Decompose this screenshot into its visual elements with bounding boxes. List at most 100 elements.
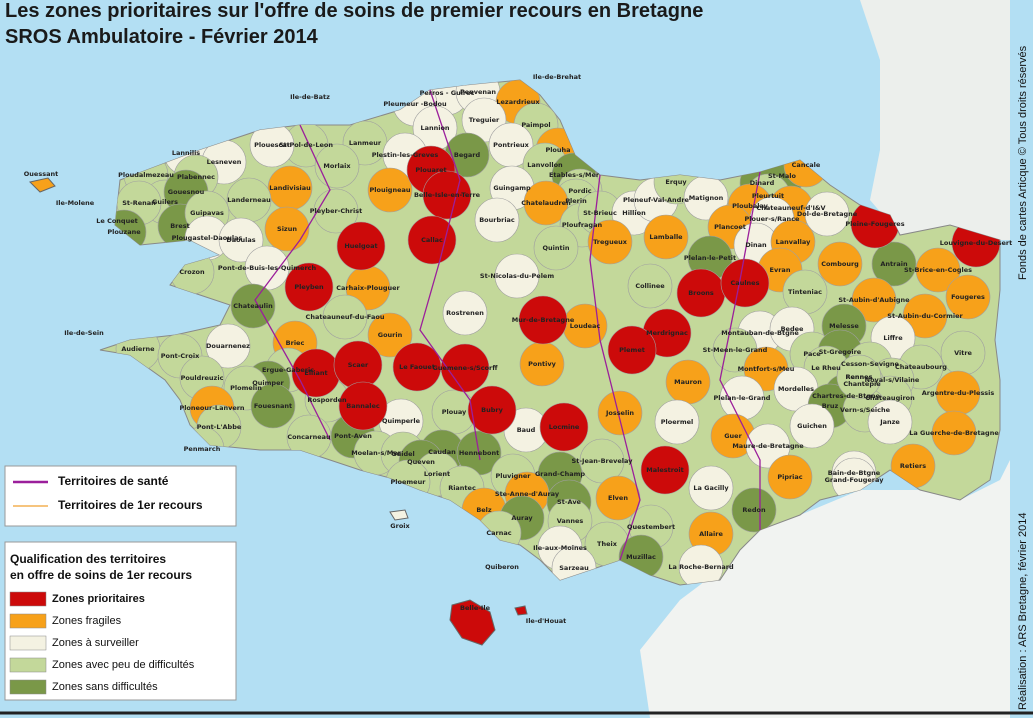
- legend-label: Zones prioritaires: [52, 593, 145, 605]
- place-label: Ergue-Gaberic: [262, 366, 314, 374]
- zone-patch: [338, 381, 388, 431]
- place-label: Plouer-s/Rance: [745, 215, 801, 223]
- place-label: Ile-de-Batz: [290, 93, 330, 101]
- place-label: Plomelin: [230, 384, 262, 392]
- place-label: Ploermel: [661, 418, 693, 426]
- place-label: Carhaix-Plouguer: [336, 284, 400, 292]
- place-label: Cancale: [792, 161, 821, 169]
- place-label: Pleine-Fougeres: [845, 220, 904, 228]
- zone-patch: [745, 423, 791, 469]
- place-label: Rennes: [846, 373, 873, 381]
- zone-patch: [931, 410, 977, 456]
- credit: Réalisation : ARS Bretagne, février 2014: [1017, 512, 1029, 710]
- zone-patch: [442, 290, 488, 336]
- zone-patch: [627, 263, 673, 309]
- place-label: Lanvallay: [776, 238, 811, 246]
- place-label: St-Brice-en-Cogles: [904, 266, 972, 274]
- place-label: St-Renan: [122, 199, 156, 207]
- place-label: Combourg: [821, 260, 859, 268]
- legend-swatch: [9, 679, 47, 695]
- zone-patch: [789, 403, 835, 449]
- place-label: Le Rheu: [811, 364, 841, 372]
- place-label: Riantec: [448, 484, 476, 492]
- place-label: Mur-de-Bretagne: [512, 316, 575, 324]
- place-label: Lannion: [420, 124, 449, 132]
- place-label: Paimpol: [521, 121, 550, 129]
- zone-patch: [494, 253, 540, 299]
- place-label: Perros - Guirec: [420, 89, 475, 97]
- place-label: Plestin-les-Greves: [372, 151, 439, 159]
- place-label: Chateauneuf-d'I&V: [756, 204, 825, 212]
- legend-swatch: [9, 657, 47, 673]
- place-label: Plerin: [565, 197, 587, 205]
- place-label: Caulnes: [731, 279, 760, 287]
- place-label: Quimper: [252, 379, 284, 387]
- place-label: St-Brieuc: [583, 209, 617, 217]
- place-label: Scaer: [348, 361, 369, 369]
- zone-patch: [867, 399, 913, 445]
- place-label: Pontivy: [528, 360, 556, 368]
- place-label: Chateaubourg: [895, 363, 947, 371]
- legend-label: Territoires de 1er recours: [58, 498, 203, 512]
- place-label: Groix: [390, 522, 410, 530]
- place-label: Sizun: [277, 225, 297, 233]
- place-label: Malestroit: [646, 466, 683, 474]
- zone-patch: [314, 143, 360, 189]
- place-label: Daoulas: [226, 236, 255, 244]
- place-label: Elliant: [304, 369, 327, 377]
- place-label: Pipriac: [777, 473, 802, 481]
- place-label: Huelgoat: [344, 242, 377, 250]
- neighbour-land: [640, 460, 1010, 718]
- place-label: Bain-de-Btgne: [828, 469, 881, 477]
- zone-patch: [284, 262, 334, 312]
- place-label: Ile-aux-Moines: [533, 544, 587, 552]
- place-label: Ile-de-Sein: [64, 329, 104, 337]
- legend-box: [4, 465, 237, 527]
- place-label: Ploneour-Lanvern: [179, 404, 244, 412]
- place-label: Argentre-du-Plessis: [922, 389, 995, 397]
- place-label: Guer: [724, 432, 742, 440]
- place-label: Rosporden: [307, 396, 347, 404]
- place-label: Crozon: [179, 268, 205, 276]
- place-label: Plouaret: [415, 166, 446, 174]
- place-label: Lezardrieux: [496, 98, 540, 106]
- place-label: Tinteniac: [788, 288, 822, 296]
- place-label: La Gacilly: [693, 484, 729, 492]
- legend-swatch: [9, 613, 47, 629]
- zone-patch: [250, 383, 296, 429]
- place-label: Guemene-s/Scorff: [433, 364, 499, 372]
- place-label: Liffre: [883, 334, 903, 342]
- place-label: Quiberon: [485, 563, 519, 571]
- zone-patch: [367, 312, 413, 358]
- place-label: Lorient: [424, 470, 450, 478]
- place-label: Maure-de-Bretagne: [732, 442, 804, 450]
- place-label: Antrain: [880, 260, 908, 268]
- place-label: Lamballe: [649, 233, 683, 241]
- place-label: Concarneau: [287, 433, 331, 441]
- title: Les zones prioritaires sur l'offre de so…: [5, 0, 703, 22]
- place-label: Dinard: [750, 179, 775, 187]
- zone-patch: [597, 390, 643, 436]
- place-label: Plouha: [545, 146, 570, 154]
- place-label: Chantepie: [843, 380, 881, 388]
- place-label: St-Ave: [557, 498, 582, 506]
- place-label: Auray: [511, 514, 533, 522]
- place-label: Pleneuf-Val-Andre: [623, 196, 690, 204]
- place-label: Plelan-le-Petit: [684, 254, 736, 262]
- zone-patch: [871, 241, 917, 287]
- place-label: Douarnenez: [206, 342, 250, 350]
- place-label: Louvigne-du-Desert: [940, 239, 1012, 247]
- place-label: Janze: [879, 418, 900, 426]
- place-label: Locmine: [549, 423, 580, 431]
- place-label: St-Malo: [768, 172, 797, 180]
- legend-label: Territoires de santé: [58, 474, 169, 488]
- zone-patch: [640, 445, 690, 495]
- place-label: Rostrenen: [446, 309, 484, 317]
- zone-patch: [767, 454, 813, 500]
- place-label: Gourin: [378, 331, 403, 339]
- place-label: Moelan-s/Mer: [351, 449, 401, 457]
- island: [29, 177, 56, 193]
